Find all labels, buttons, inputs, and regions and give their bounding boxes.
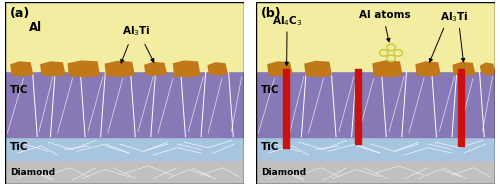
Polygon shape <box>41 62 65 76</box>
Polygon shape <box>174 61 200 77</box>
Bar <box>5 161 244 184</box>
Text: TiC: TiC <box>261 142 280 152</box>
Text: (a): (a) <box>10 7 30 20</box>
Text: Al: Al <box>29 21 42 34</box>
Polygon shape <box>480 63 495 74</box>
Bar <box>256 71 495 137</box>
Polygon shape <box>453 62 474 75</box>
Bar <box>5 137 244 161</box>
Polygon shape <box>68 61 100 77</box>
Text: Al atoms: Al atoms <box>359 10 411 20</box>
Polygon shape <box>268 62 292 76</box>
Bar <box>458 69 464 146</box>
Bar <box>256 137 495 161</box>
Bar <box>256 161 495 184</box>
Text: Diamond: Diamond <box>261 168 306 177</box>
Polygon shape <box>11 62 32 76</box>
Text: Al$_4$C$_3$: Al$_4$C$_3$ <box>272 14 302 28</box>
Text: TiC: TiC <box>261 85 280 95</box>
Bar <box>5 71 244 137</box>
Polygon shape <box>145 62 167 75</box>
Bar <box>284 69 290 148</box>
Text: TiC: TiC <box>10 142 29 152</box>
Polygon shape <box>373 61 402 77</box>
Polygon shape <box>208 63 228 75</box>
Text: Diamond: Diamond <box>10 168 55 177</box>
Bar <box>5 2 244 71</box>
Bar <box>355 69 361 144</box>
Text: TiC: TiC <box>10 85 29 95</box>
Text: Al$_3$Ti: Al$_3$Ti <box>122 25 150 39</box>
Bar <box>256 2 495 71</box>
Text: Al$_3$Ti: Al$_3$Ti <box>440 10 468 24</box>
Polygon shape <box>305 61 332 76</box>
Polygon shape <box>106 61 134 76</box>
Text: (b): (b) <box>261 7 281 20</box>
Polygon shape <box>416 62 440 76</box>
